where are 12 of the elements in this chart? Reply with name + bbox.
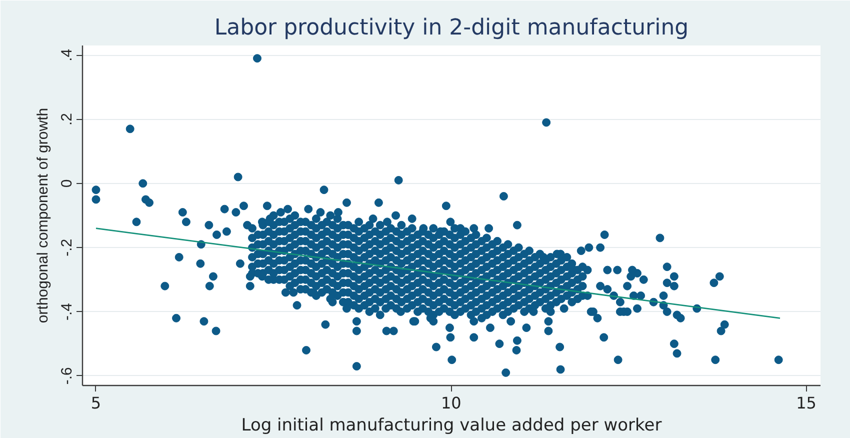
x-tick-label: 15 — [796, 394, 816, 412]
x-axis-title: Log initial manufacturing value added per worker — [241, 416, 662, 436]
x-tick-label: 5 — [90, 394, 102, 412]
chart-title: Labor productivity in 2-digit manufacturing — [214, 16, 689, 40]
y-tick-label: .2 — [58, 113, 76, 126]
y-tick-label: -.2 — [58, 238, 76, 256]
x-tick-label: 10 — [440, 394, 462, 412]
y-tick-label: 0 — [58, 179, 76, 188]
y-tick-label: -.6 — [58, 367, 76, 385]
y-tick-label: -.4 — [58, 302, 76, 320]
y-tick-label: .4 — [58, 48, 76, 62]
y-axis-title: orthogonal component of growth — [34, 108, 52, 324]
